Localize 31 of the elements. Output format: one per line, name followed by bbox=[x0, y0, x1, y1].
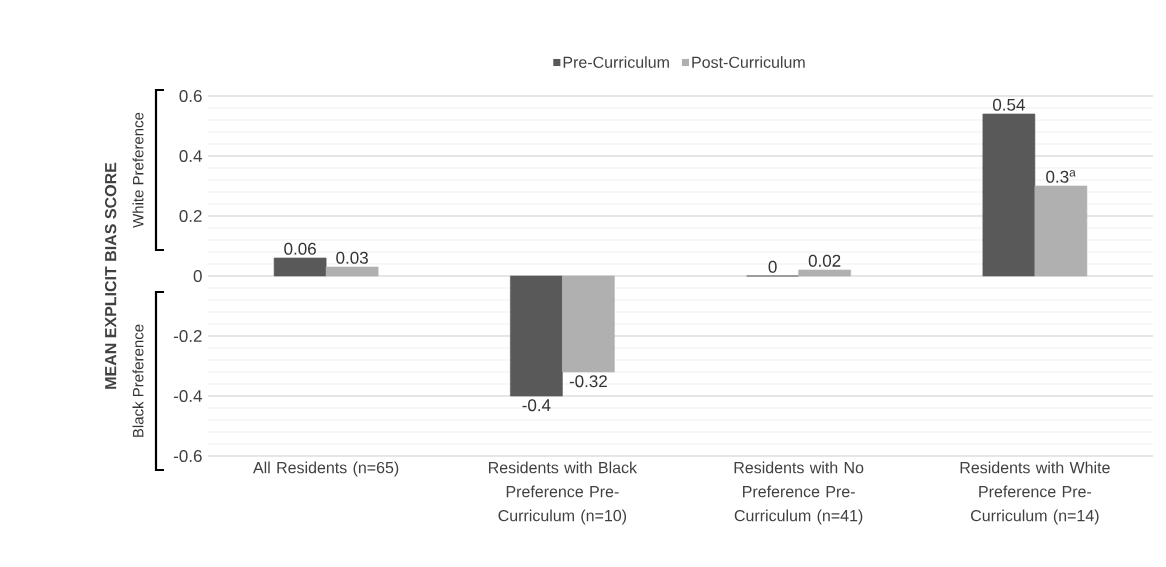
data-label: -0.32 bbox=[569, 375, 607, 388]
y-tick-label: -0.6 bbox=[173, 449, 202, 463]
y-axis-title: MEAN EXPLICIT BIAS SCORE bbox=[104, 162, 117, 389]
x-tick-label: All Residents (n=65) bbox=[253, 461, 399, 477]
bar bbox=[982, 113, 1036, 277]
legend-label: Post-Curriculum bbox=[692, 56, 805, 68]
legend-label: Pre-Curriculum bbox=[563, 56, 669, 68]
bar bbox=[273, 257, 327, 277]
data-label: 0.06 bbox=[284, 242, 316, 255]
data-label: 0.54 bbox=[993, 98, 1025, 111]
data-label: -0.4 bbox=[522, 399, 551, 412]
x-tick-label: Residents with White Preference Pre-Curriculum (n=14) bbox=[960, 461, 1110, 525]
y-tick-label: -0.2 bbox=[173, 329, 202, 343]
data-label: 0.03 bbox=[336, 251, 368, 264]
data-label: 0.02 bbox=[808, 254, 841, 267]
y-tick-label: -0.4 bbox=[173, 389, 202, 403]
x-tick-label: Residents with Black Preference Pre-Curriculum (n=10) bbox=[488, 461, 638, 525]
data-label: 0.3$^{a}$ bbox=[1046, 169, 1076, 183]
y-tick-label: 0.4 bbox=[179, 149, 202, 163]
text: Black Preference bbox=[132, 324, 144, 437]
text: White Preference bbox=[132, 112, 144, 228]
y-tick-label: 0 bbox=[193, 269, 202, 283]
bar bbox=[798, 269, 851, 277]
data-label: 0 bbox=[768, 260, 777, 273]
x-tick-label: Residents with No Preference Pre-Curriculum (n=41) bbox=[734, 461, 864, 525]
bar bbox=[510, 275, 563, 397]
bar bbox=[1034, 185, 1088, 277]
bar bbox=[562, 275, 615, 373]
y-tick-label: 0.6 bbox=[179, 89, 202, 103]
bar bbox=[325, 266, 379, 277]
y-tick-label: 0.2 bbox=[179, 209, 202, 223]
